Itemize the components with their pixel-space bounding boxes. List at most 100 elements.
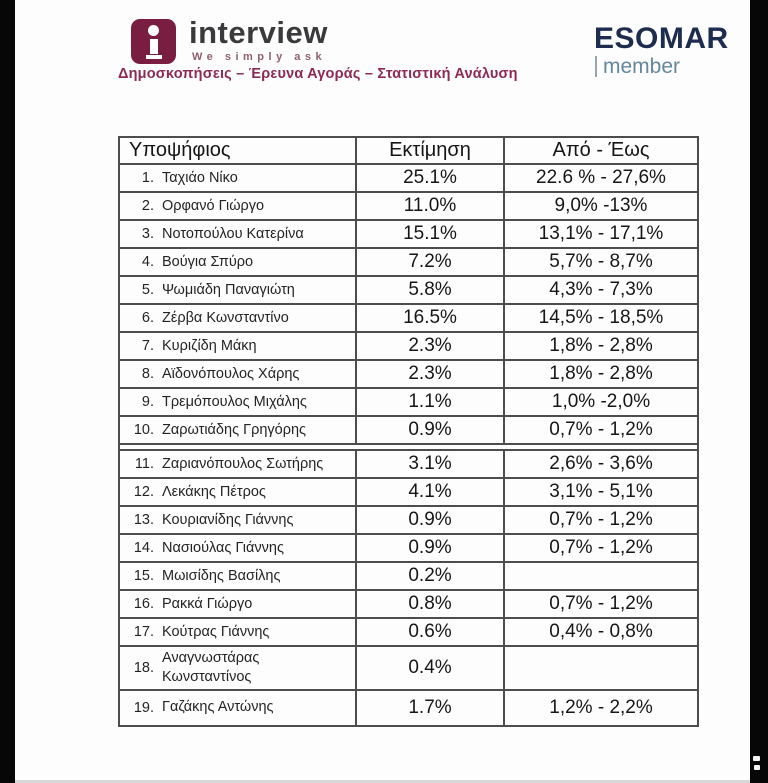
cell-estimate: 0.4% — [357, 647, 505, 689]
cell-candidate: 1. Ταχιάο Νίκο — [120, 165, 357, 191]
candidate-name: Βούγια Σπύρο — [162, 253, 254, 270]
candidate-name: Αϊδονόπουλος Χάρης — [162, 365, 300, 382]
esomar-member-label: member — [595, 56, 729, 77]
info-i-base — [145, 54, 162, 59]
candidate-number: 13. — [133, 512, 154, 528]
cell-range: 2,6% - 3,6% — [549, 453, 653, 474]
candidate-name: Ζέρβα Κωνσταντίνο — [162, 309, 289, 326]
header-candidate: Υποψήφιος — [120, 138, 357, 163]
cell-estimate: 0.6% — [357, 619, 505, 645]
candidate-number: 12. — [133, 484, 154, 500]
table-row: 8. Αϊδονόπουλος Χάρης 2.3% 1,8% - 2,8% — [120, 361, 697, 389]
cell-candidate: 12. Λεκάκης Πέτρος — [120, 479, 357, 505]
table-row: 10. Ζαρωτιάδης Γρηγόρης 0.9% 0,7% - 1,2% — [120, 417, 697, 445]
cell-estimate: 2.3% — [357, 333, 505, 359]
interview-tagline: We simply ask — [192, 51, 327, 63]
table-row: 4. Βούγια Σπύρο 7.2% 5,7% - 8,7% — [120, 249, 697, 277]
header-range: Από - Έως — [552, 139, 650, 161]
cell-estimate: 7.2% — [357, 249, 505, 275]
candidate-number: 11. — [134, 456, 154, 472]
candidate-number: 8. — [141, 366, 154, 382]
cell-candidate: 19. Γαζάκης Αντώνης — [120, 690, 357, 725]
pillarbox-left — [0, 0, 15, 783]
info-i-stem — [149, 38, 158, 54]
table-row: 18. Αναγνωστάρας Κωνσταντίνος 0.4% — [120, 647, 697, 691]
table-row: 19. Γαζάκης Αντώνης 1.7% 1,2% - 2,2% — [120, 690, 697, 725]
interview-logo-icon — [131, 19, 176, 64]
table-row: 11. Ζαριανόπουλος Σωτήρης 3.1% 2,6% - 3,… — [120, 451, 697, 479]
candidate-number: 15. — [133, 568, 154, 584]
table-body: 1. Ταχιάο Νίκο 25.1% 22.6 % - 27,6% 2. Ο… — [120, 165, 697, 725]
candidate-name: Κυριζίδη Μάκη — [162, 337, 257, 354]
cell-range: 3,1% - 5,1% — [549, 481, 653, 502]
candidate-name: Γαζάκης Αντώνης — [162, 699, 274, 716]
cell-estimate: 16.5% — [357, 305, 505, 331]
candidate-name: Ταχιάο Νίκο — [162, 169, 238, 186]
cell-range: 5,7% - 8,7% — [549, 251, 653, 272]
table-row: 14. Νασιούλας Γιάννης 0.9% 0,7% - 1,2% — [120, 535, 697, 563]
candidate-number: 1. — [141, 170, 154, 186]
table-row: 9. Τρεμόπουλος Μιχάλης 1.1% 1,0% -2,0% — [120, 389, 697, 417]
cell-candidate: 16. Ρακκά Γιώργο — [120, 591, 357, 617]
candidate-number: 7. — [141, 338, 154, 354]
cell-range: 1,2% - 2,2% — [549, 696, 653, 718]
cell-candidate: 15. Μωισίδης Βασίλης — [120, 563, 357, 589]
cell-estimate: 0.9% — [357, 535, 505, 561]
cell-candidate: 14. Νασιούλας Γιάννης — [120, 535, 357, 561]
cell-candidate: 10. Ζαρωτιάδης Γρηγόρης — [120, 417, 357, 443]
cell-candidate: 7. Κυριζίδη Μάκη — [120, 333, 357, 359]
cell-estimate: 3.1% — [357, 451, 505, 477]
table-row: 16. Ρακκά Γιώργο 0.8% 0,7% - 1,2% — [120, 591, 697, 619]
info-i-dot — [148, 24, 159, 36]
cell-estimate: 0.2% — [357, 563, 505, 589]
candidate-name: Νασιούλας Γιάννης — [162, 539, 284, 556]
cell-candidate: 9. Τρεμόπουλος Μιχάλης — [120, 389, 357, 415]
candidate-name: Κουριανίδης Γιάννης — [162, 511, 294, 528]
bottom-edge-strip — [15, 780, 750, 783]
watermark-fragment — [753, 756, 760, 761]
cell-range: 4,3% - 7,3% — [549, 279, 653, 300]
cell-estimate: 0.8% — [357, 591, 505, 617]
candidate-name: Μωισίδης Βασίλης — [162, 567, 281, 584]
cell-range: 0,7% - 1,2% — [549, 537, 653, 558]
cell-candidate: 5. Ψωμιάδη Παναγιώτη — [120, 277, 357, 303]
cell-estimate: 15.1% — [357, 221, 505, 247]
cell-estimate: 1.7% — [357, 690, 505, 725]
cell-estimate: 0.9% — [357, 417, 505, 443]
cell-range: 0,7% - 1,2% — [549, 593, 653, 614]
candidate-number: 2. — [141, 198, 154, 214]
cell-range: 1,0% -2,0% — [551, 391, 651, 412]
table-row: 15. Μωισίδης Βασίλης 0.2% — [120, 563, 697, 591]
candidate-number: 3. — [141, 226, 154, 242]
table-row: 7. Κυριζίδη Μάκη 2.3% 1,8% - 2,8% — [120, 333, 697, 361]
table-row: 1. Ταχιάο Νίκο 25.1% 22.6 % - 27,6% — [120, 165, 697, 193]
cell-candidate: 4. Βούγια Σπύρο — [120, 249, 357, 275]
cell-estimate: 1.1% — [357, 389, 505, 415]
candidate-name: Λεκάκης Πέτρος — [162, 483, 266, 500]
cell-candidate: 17. Κούτρας Γιάννης — [120, 619, 357, 645]
candidate-number: 6. — [141, 310, 154, 326]
table-row: 3. Νοτοπούλου Κατερίνα 15.1% 13,1% - 17,… — [120, 221, 697, 249]
watermark-fragment — [754, 765, 760, 770]
cell-range: 13,1% - 17,1% — [538, 223, 664, 244]
cell-candidate: 11. Ζαριανόπουλος Σωτήρης — [120, 451, 357, 477]
interview-brand-name: interview — [189, 15, 328, 50]
table-row: 13. Κουριανίδης Γιάννης 0.9% 0,7% - 1,2% — [120, 507, 697, 535]
cell-candidate: 8. Αϊδονόπουλος Χάρης — [120, 361, 357, 387]
cell-range — [505, 647, 697, 689]
candidate-number: 16. — [133, 596, 154, 612]
candidate-name: Ορφανό Γιώργο — [162, 197, 265, 214]
candidate-number: 14. — [133, 540, 154, 556]
cell-candidate: 13. Κουριανίδης Γιάννης — [120, 507, 357, 533]
cell-candidate: 3. Νοτοπούλου Κατερίνα — [120, 221, 357, 247]
table-header-row: Υποψήφιος Εκτίμηση Από - Έως — [120, 138, 697, 165]
pillarbox-right — [750, 0, 768, 783]
cell-estimate: 2.3% — [357, 361, 505, 387]
table-row: 2. Ορφανό Γιώργο 11.0% 9,0% -13% — [120, 193, 697, 221]
cell-range: 1,8% - 2,8% — [549, 335, 653, 356]
candidate-name: Τρεμόπουλος Μιχάλης — [162, 393, 307, 410]
candidate-name: Αναγνωστάρας Κωνσταντίνος — [162, 650, 260, 685]
candidate-number: 17. — [133, 624, 154, 640]
table-row: 5. Ψωμιάδη Παναγιώτη 5.8% 4,3% - 7,3% — [120, 277, 697, 305]
candidate-number: 5. — [141, 282, 154, 298]
